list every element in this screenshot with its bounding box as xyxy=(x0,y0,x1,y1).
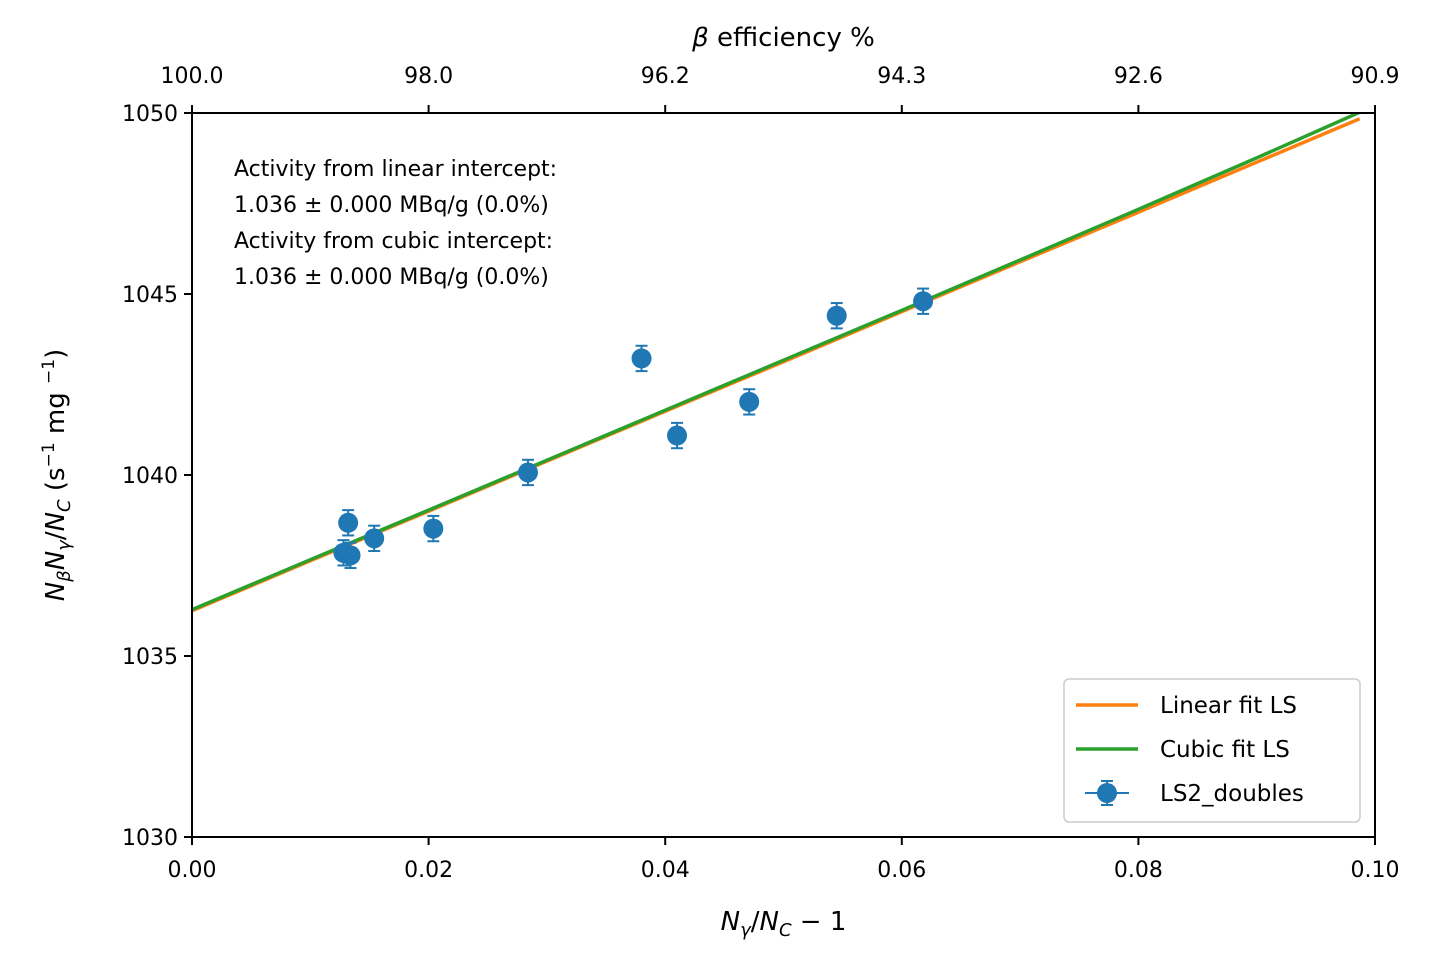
legend-frame xyxy=(1063,678,1361,823)
annotation-box: Activity from linear intercept: 1.036 ± … xyxy=(234,157,557,290)
data-point xyxy=(913,291,934,312)
data-point xyxy=(631,348,652,369)
legend: Linear fit LS Cubic fit LS LS2_doubles xyxy=(1063,678,1361,823)
y-tick-label: 1035 xyxy=(122,645,178,670)
data-point xyxy=(364,528,385,549)
data-point xyxy=(338,512,359,533)
x-tick-label: 0.02 xyxy=(404,858,453,883)
x-tick-label: 0.06 xyxy=(877,858,926,883)
legend-marker xyxy=(1097,783,1117,803)
marks-layer xyxy=(192,113,1361,613)
top-tick-label: 92.6 xyxy=(1114,64,1163,89)
y-tick-label: 1045 xyxy=(122,283,178,308)
x-tick-label: 0.10 xyxy=(1351,858,1400,883)
top-tick-label: 90.9 xyxy=(1351,64,1400,89)
data-point xyxy=(423,518,444,539)
top-tick-label: 100.0 xyxy=(161,64,224,89)
data-point xyxy=(826,305,847,326)
legend-label-data-points: LS2_doubles xyxy=(1160,781,1304,807)
y-tick-label: 1030 xyxy=(122,826,178,851)
annotation-line-3: Activity from cubic intercept: xyxy=(234,229,553,254)
data-point xyxy=(517,462,538,483)
annotation-line-4: 1.036 ± 0.000 MBq/g (0.0%) xyxy=(234,265,549,290)
x-tick-label: 0.08 xyxy=(1114,858,1163,883)
top-tick-label: 98.0 xyxy=(404,64,453,89)
axes-layer: 0.00 0.02 0.04 0.06 0.08 0.10 1030 1035 1040 1045… xyxy=(39,23,1399,941)
y-tick-label: 1050 xyxy=(122,102,178,127)
y-tick-label: 1040 xyxy=(122,464,178,489)
data-point xyxy=(739,391,760,412)
annotation-line-2: 1.036 ± 0.000 MBq/g (0.0%) xyxy=(234,193,549,218)
legend-swatch-data-points xyxy=(1085,780,1129,806)
legend-label-cubic-fit: Cubic fit LS xyxy=(1160,737,1290,763)
top-axis-title: β efficiency % xyxy=(691,23,875,53)
x-tick-label: 0.00 xyxy=(168,858,217,883)
x-tick-label: 0.04 xyxy=(641,858,690,883)
data-point xyxy=(340,545,361,566)
series-line-cubic-fit-ls xyxy=(192,113,1361,612)
y-axis-title: NβNγ/NC (s−1 mg −1) xyxy=(39,349,75,601)
legend-label-linear-fit: Linear fit LS xyxy=(1160,693,1297,719)
x-axis-title: Nγ/NC − 1 xyxy=(721,907,847,941)
data-point xyxy=(667,425,688,446)
annotation-line-1: Activity from linear intercept: xyxy=(234,157,557,182)
top-tick-label: 94.3 xyxy=(877,64,926,89)
top-tick-label: 96.2 xyxy=(641,64,690,89)
